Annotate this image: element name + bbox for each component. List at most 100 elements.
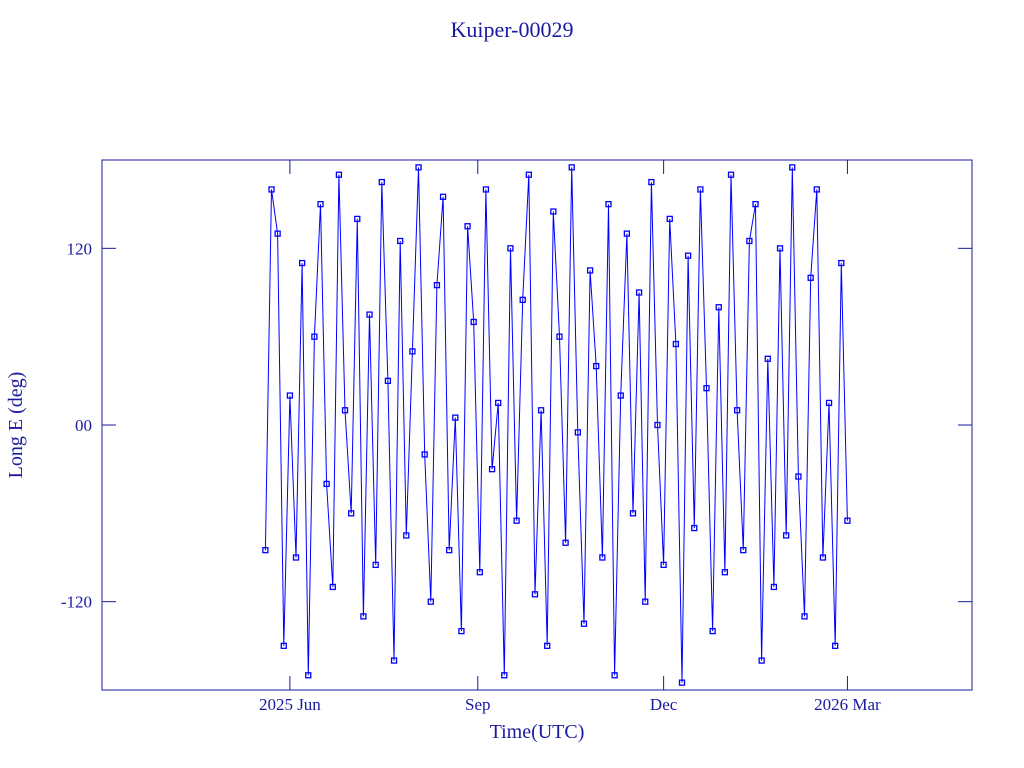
data-point [648, 178, 655, 186]
data-point [703, 385, 710, 392]
data-point [819, 554, 827, 561]
data-point [715, 304, 722, 311]
data-point [752, 201, 759, 208]
data-point [537, 407, 545, 414]
data-point [298, 259, 306, 267]
data-point [427, 598, 434, 605]
plot-frame [101, 159, 973, 691]
data-point [574, 429, 581, 436]
data-point [832, 642, 839, 649]
data-point [556, 333, 563, 340]
y-tick-label: 120 [67, 239, 93, 258]
data-point [813, 186, 820, 193]
data-point [801, 613, 808, 620]
data-point [525, 171, 532, 178]
data-point [360, 613, 367, 620]
data-point [599, 554, 606, 561]
data-point [746, 237, 753, 245]
data-point [691, 524, 698, 532]
data-point [470, 318, 477, 326]
data-point [789, 164, 796, 171]
data-point [378, 178, 385, 186]
data-point [586, 267, 594, 274]
data-point [415, 164, 422, 171]
data-point [593, 362, 600, 370]
data-point [544, 642, 551, 649]
data-point [311, 333, 318, 340]
y-tick-label: -120 [61, 593, 92, 612]
data-point [274, 230, 281, 237]
data-point [758, 657, 765, 664]
data-point [629, 510, 637, 517]
data-point [482, 186, 490, 193]
data-point [709, 627, 716, 635]
data-point [605, 201, 612, 208]
data-point [501, 672, 508, 679]
x-tick-label: 2026 Mar [814, 695, 881, 714]
data-point [488, 466, 496, 473]
data-point [654, 421, 661, 429]
data-point [390, 657, 398, 664]
data-point [764, 355, 771, 362]
data-point [568, 164, 575, 171]
data-point [323, 480, 330, 488]
data-point [433, 281, 441, 289]
data-point [329, 583, 336, 591]
data-point [531, 591, 539, 598]
data-point [672, 340, 680, 348]
y-tick-label: 00 [75, 416, 92, 435]
data-point [305, 672, 312, 679]
data-point [403, 532, 410, 539]
data-point [642, 598, 649, 605]
data-point [635, 289, 643, 296]
data-point [721, 569, 729, 576]
data-point [519, 296, 526, 304]
data-point [623, 230, 631, 237]
data-point [476, 569, 483, 576]
data-point [464, 223, 471, 230]
data-point [397, 237, 404, 245]
data-point [409, 348, 416, 355]
data-point [617, 392, 624, 399]
x-tick-label: Dec [650, 695, 678, 714]
data-point [684, 252, 692, 259]
y-axis-label: Long E (deg) [5, 372, 27, 479]
data-line [264, 167, 848, 683]
data-point [421, 451, 428, 458]
data-point [740, 546, 747, 554]
data-point [666, 215, 673, 223]
data-point [348, 510, 355, 517]
data-point [795, 473, 802, 480]
data-point [513, 517, 520, 524]
data-point [280, 642, 287, 649]
data-point [439, 193, 447, 200]
data-point [384, 377, 392, 384]
data-point [507, 245, 514, 252]
data-point [268, 186, 275, 193]
data-point [733, 407, 741, 414]
data-point [562, 539, 569, 546]
data-point [452, 414, 459, 421]
data-point [783, 532, 790, 539]
chart-title: Kuiper-00029 [451, 17, 574, 42]
data-point [446, 546, 453, 554]
data-point [611, 672, 618, 679]
data-point [495, 399, 502, 407]
data-point [458, 627, 465, 635]
data-point [354, 215, 361, 223]
data-point [292, 554, 300, 561]
data-point [844, 517, 851, 524]
x-tick-label: 2025 Jun [259, 695, 321, 714]
data-point [372, 561, 379, 569]
data-point [335, 171, 343, 178]
data-point [838, 259, 845, 267]
data-point [807, 274, 814, 281]
data-point [341, 407, 349, 414]
x-axis-label: Time(UTC) [490, 721, 585, 743]
data-point [366, 311, 373, 318]
data-point [550, 208, 557, 215]
data-point [262, 546, 269, 554]
data-point [825, 399, 833, 407]
